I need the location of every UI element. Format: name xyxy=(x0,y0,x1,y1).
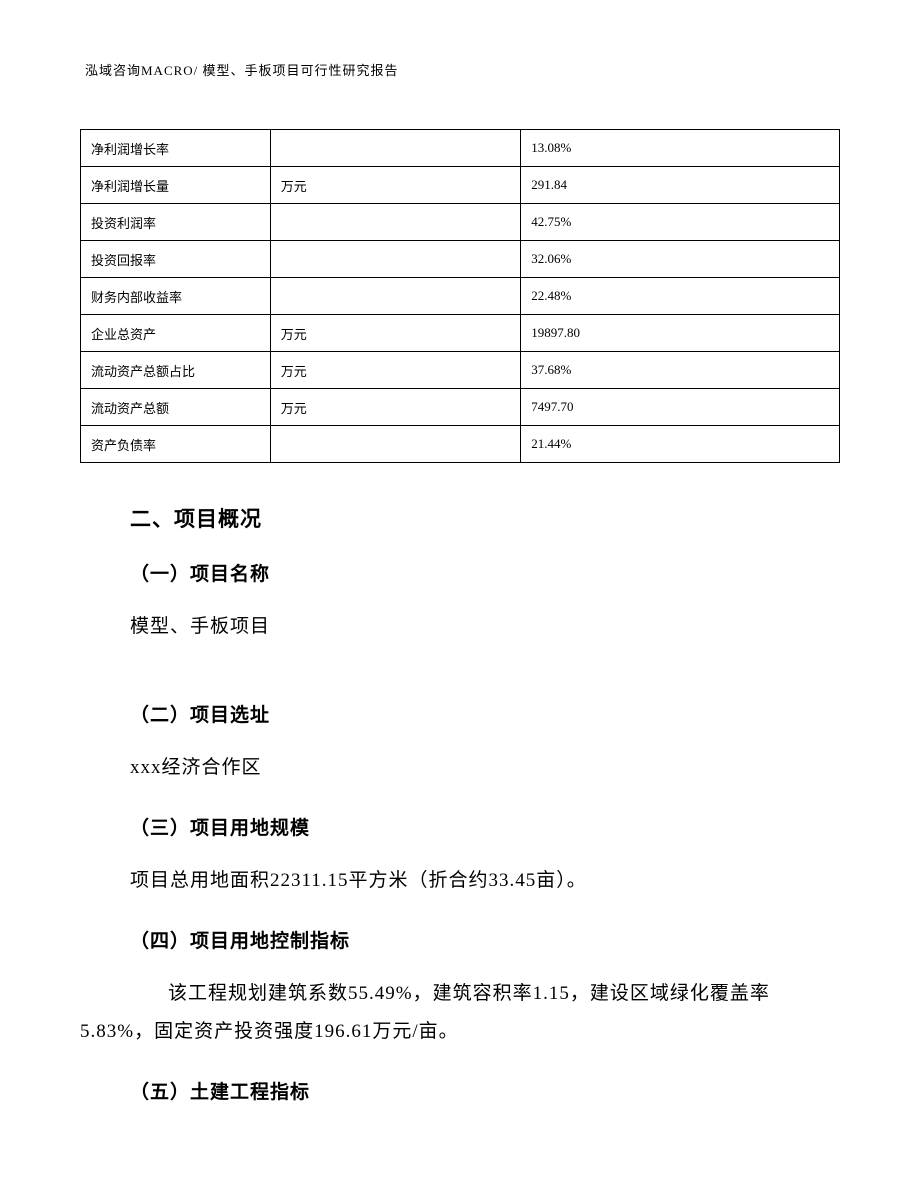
table-cell-value: 13.08% xyxy=(521,130,840,167)
text-project-name: 模型、手板项目 xyxy=(130,608,830,646)
subheading-project-name: （一）项目名称 xyxy=(130,559,830,586)
table-row: 投资利润率 42.75% xyxy=(81,204,840,241)
text-land-control: 该工程规划建筑系数55.49%，建筑容积率1.15，建设区域绿化覆盖率5.83%… xyxy=(80,975,830,1051)
table-cell-label: 企业总资产 xyxy=(81,315,271,352)
table-cell-label: 投资利润率 xyxy=(81,204,271,241)
table-cell-unit xyxy=(270,241,520,278)
table-cell-value: 291.84 xyxy=(521,167,840,204)
section-heading-overview: 二、项目概况 xyxy=(130,503,830,533)
table-cell-unit: 万元 xyxy=(270,315,520,352)
table-cell-unit xyxy=(270,130,520,167)
table-cell-label: 资产负债率 xyxy=(81,426,271,463)
table-row: 企业总资产万元19897.80 xyxy=(81,315,840,352)
table-cell-unit: 万元 xyxy=(270,167,520,204)
table-cell-unit xyxy=(270,426,520,463)
table-cell-value: 22.48% xyxy=(521,278,840,315)
table-cell-label: 净利润增长量 xyxy=(81,167,271,204)
table-cell-value: 7497.70 xyxy=(521,389,840,426)
subheading-project-site: （二）项目选址 xyxy=(130,700,830,727)
subheading-land-scale: （三）项目用地规模 xyxy=(130,813,830,840)
page-header: 泓域咨询MACRO/ 模型、手板项目可行性研究报告 xyxy=(80,60,840,79)
financial-table: 净利润增长率13.08%净利润增长量万元291.84投资利润率42.75%投资回… xyxy=(80,129,840,463)
table-row: 净利润增长量万元291.84 xyxy=(81,167,840,204)
table-row: 流动资产总额占比万元37.68% xyxy=(81,352,840,389)
content-area: 二、项目概况 （一）项目名称 模型、手板项目 （二）项目选址 xxx经济合作区 … xyxy=(80,503,840,1104)
table-cell-value: 42.75% xyxy=(521,204,840,241)
table-cell-label: 净利润增长率 xyxy=(81,130,271,167)
table-cell-unit xyxy=(270,278,520,315)
table-cell-unit: 万元 xyxy=(270,389,520,426)
table-row: 净利润增长率 13.08% xyxy=(81,130,840,167)
table-row: 投资回报率 32.06% xyxy=(81,241,840,278)
table-cell-unit xyxy=(270,204,520,241)
table-row: 流动资产总额万元7497.70 xyxy=(81,389,840,426)
table-cell-value: 19897.80 xyxy=(521,315,840,352)
page: 泓域咨询MACRO/ 模型、手板项目可行性研究报告 净利润增长率13.08%净利… xyxy=(0,0,920,1191)
table-cell-value: 21.44% xyxy=(521,426,840,463)
table-cell-label: 财务内部收益率 xyxy=(81,278,271,315)
text-project-site: xxx经济合作区 xyxy=(130,749,830,787)
subheading-land-control: （四）项目用地控制指标 xyxy=(130,926,830,953)
table-cell-value: 37.68% xyxy=(521,352,840,389)
table-row: 资产负债率 21.44% xyxy=(81,426,840,463)
text-land-scale: 项目总用地面积22311.15平方米（折合约33.45亩）。 xyxy=(130,862,830,900)
subheading-construction: （五）土建工程指标 xyxy=(130,1077,830,1104)
table-cell-label: 投资回报率 xyxy=(81,241,271,278)
table-cell-unit: 万元 xyxy=(270,352,520,389)
table-cell-value: 32.06% xyxy=(521,241,840,278)
table-cell-label: 流动资产总额占比 xyxy=(81,352,271,389)
text-land-control-wrap: 该工程规划建筑系数55.49%，建筑容积率1.15，建设区域绿化覆盖率5.83%… xyxy=(80,975,830,1051)
table-cell-label: 流动资产总额 xyxy=(81,389,271,426)
table-row: 财务内部收益率 22.48% xyxy=(81,278,840,315)
